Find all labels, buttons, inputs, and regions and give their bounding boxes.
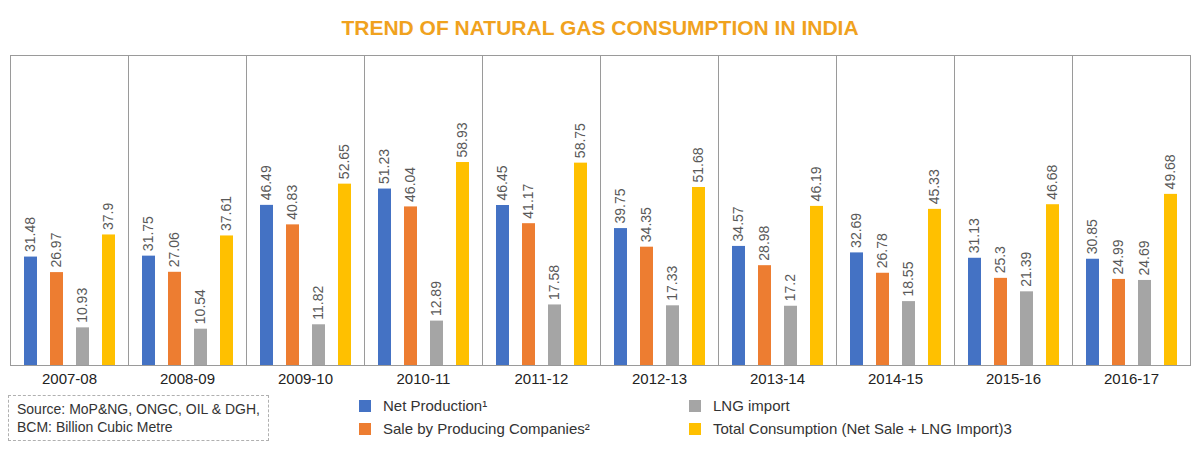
svg-text:2013-14: 2013-14 <box>750 370 805 387</box>
svg-text:26.78: 26.78 <box>874 233 890 268</box>
html-text:BCM: Billion Cubic Metre: BCM: Billion Cubic Metre <box>17 419 173 435</box>
svg-text:2011-12: 2011-12 <box>515 370 569 387</box>
svg-text:24.69: 24.69 <box>1136 240 1152 275</box>
svg-text:2016-17: 2016-17 <box>1104 370 1159 387</box>
html-text:Sale by Producing Companies²: Sale by Producing Companies² <box>383 420 590 437</box>
svg-text:11.82: 11.82 <box>310 286 326 320</box>
svg-text:10.93: 10.93 <box>74 288 90 323</box>
svg-text:51.23: 51.23 <box>376 149 392 184</box>
svg-text:2014-15: 2014-15 <box>868 370 923 387</box>
svg-text:26.97: 26.97 <box>48 232 64 267</box>
svg-text:2009-10: 2009-10 <box>278 370 333 387</box>
svg-text:58.93: 58.93 <box>454 122 470 157</box>
svg-text:17.2: 17.2 <box>782 274 798 301</box>
svg-text:17.58: 17.58 <box>546 265 562 300</box>
svg-text:49.68: 49.68 <box>1162 154 1178 189</box>
svg-text:52.65: 52.65 <box>336 144 352 179</box>
svg-text:31.13: 31.13 <box>966 218 982 253</box>
svg-text:30.85: 30.85 <box>1084 219 1100 254</box>
svg-text:12.89: 12.89 <box>428 281 444 316</box>
svg-text:46.45: 46.45 <box>494 165 510 200</box>
svg-text:25.3: 25.3 <box>992 246 1008 273</box>
svg-text:2012-13: 2012-13 <box>632 370 687 387</box>
html-text:TREND OF NATURAL GAS CONSUMPTI: TREND OF NATURAL GAS CONSUMPTION IN INDI… <box>341 16 859 39</box>
svg-text:34.35: 34.35 <box>638 207 654 242</box>
svg-text:2015-16: 2015-16 <box>986 370 1041 387</box>
svg-text:46.19: 46.19 <box>808 166 824 201</box>
svg-text:37.61: 37.61 <box>218 196 234 231</box>
svg-text:27.06: 27.06 <box>166 232 182 267</box>
svg-text:18.55: 18.55 <box>900 261 916 296</box>
svg-text:39.75: 39.75 <box>612 188 628 223</box>
svg-text:58.75: 58.75 <box>572 123 588 158</box>
svg-text:24.99: 24.99 <box>1110 239 1126 274</box>
svg-text:32.69: 32.69 <box>848 213 864 248</box>
svg-text:31.48: 31.48 <box>22 217 38 252</box>
svg-text:40.83: 40.83 <box>284 185 300 220</box>
svg-text:46.04: 46.04 <box>402 167 418 202</box>
svg-text:46.49: 46.49 <box>258 165 274 200</box>
html-text:Total Consumption (Net Sale +: Total Consumption (Net Sale + LNG Import… <box>713 420 1012 437</box>
svg-text:28.98: 28.98 <box>756 225 772 260</box>
svg-text:31.75: 31.75 <box>140 216 156 251</box>
svg-text:10.54: 10.54 <box>192 289 208 324</box>
svg-text:46.68: 46.68 <box>1044 164 1060 199</box>
svg-text:17.33: 17.33 <box>664 266 680 301</box>
svg-text:2010-11: 2010-11 <box>397 370 451 387</box>
html-text:LNG import: LNG import <box>713 397 790 414</box>
svg-text:45.33: 45.33 <box>926 169 942 204</box>
svg-text:2007-08: 2007-08 <box>42 370 97 387</box>
html-text:Net Production¹: Net Production¹ <box>383 397 488 414</box>
html-text:Source: MoP&NG, ONGC, OIL & DG: Source: MoP&NG, ONGC, OIL & DGH, <box>17 401 260 417</box>
svg-text:41.17: 41.17 <box>520 183 536 218</box>
svg-text:51.68: 51.68 <box>690 147 706 182</box>
svg-text:2008-09: 2008-09 <box>160 370 215 387</box>
svg-text:34.57: 34.57 <box>730 206 746 241</box>
svg-text:21.39: 21.39 <box>1018 252 1034 287</box>
svg-text:37.9: 37.9 <box>100 202 116 229</box>
